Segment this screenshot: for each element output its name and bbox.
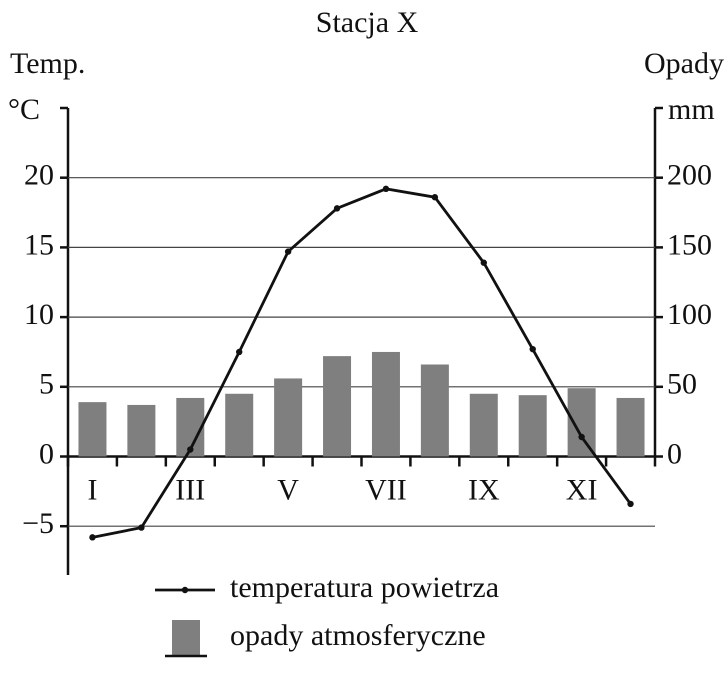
x-tick-label: XI (566, 473, 598, 506)
bar (469, 393, 498, 457)
x-tick-label: VII (365, 473, 407, 506)
bar (518, 395, 547, 457)
bar (420, 364, 449, 457)
chart-title: Stacja X (316, 6, 419, 39)
y-tick-label: 15 (24, 228, 54, 261)
bar (567, 388, 596, 457)
y2-tick-label: 200 (667, 159, 712, 192)
legend-point (181, 586, 189, 594)
point (89, 534, 96, 541)
point (480, 259, 487, 266)
point (578, 433, 585, 441)
y-tick-label: 0 (39, 437, 54, 470)
bar (371, 351, 400, 457)
y-tick-label: 20 (24, 159, 54, 192)
line (92, 187, 632, 539)
legend-swatch (172, 620, 200, 656)
y-axis-unit: °C (8, 93, 40, 126)
bar (274, 378, 303, 457)
y2-tick-label: 100 (667, 298, 712, 331)
bar (78, 402, 107, 457)
x-tick-label: IX (468, 473, 500, 506)
bar (127, 404, 156, 457)
bar (616, 397, 645, 457)
point (529, 345, 536, 353)
y2-tick-label: 150 (667, 228, 712, 261)
y-axis-label: Temp. (10, 47, 85, 80)
y2-axis-label: Opady (644, 47, 724, 80)
point (382, 185, 390, 193)
point (627, 500, 634, 508)
bar (225, 393, 254, 457)
y-tick-label: 10 (24, 298, 54, 331)
point (138, 524, 145, 531)
y2-tick-label: 0 (667, 437, 682, 470)
x-tick-label: III (175, 473, 205, 506)
point (187, 446, 194, 453)
point (333, 205, 341, 212)
bar (323, 356, 352, 457)
point (284, 248, 292, 255)
x-tick-label: I (87, 473, 97, 506)
y2-tick-label: 50 (667, 368, 697, 401)
legend-label: opady atmosferyczne (230, 619, 486, 652)
y2-axis-unit: mm (668, 93, 715, 126)
y-tick-label: −5 (22, 507, 54, 540)
y-tick-label: 5 (39, 368, 54, 401)
point (431, 194, 439, 201)
legend-label: temperatura powietrza (230, 571, 499, 604)
point (236, 348, 243, 356)
x-tick-label: V (277, 473, 299, 506)
